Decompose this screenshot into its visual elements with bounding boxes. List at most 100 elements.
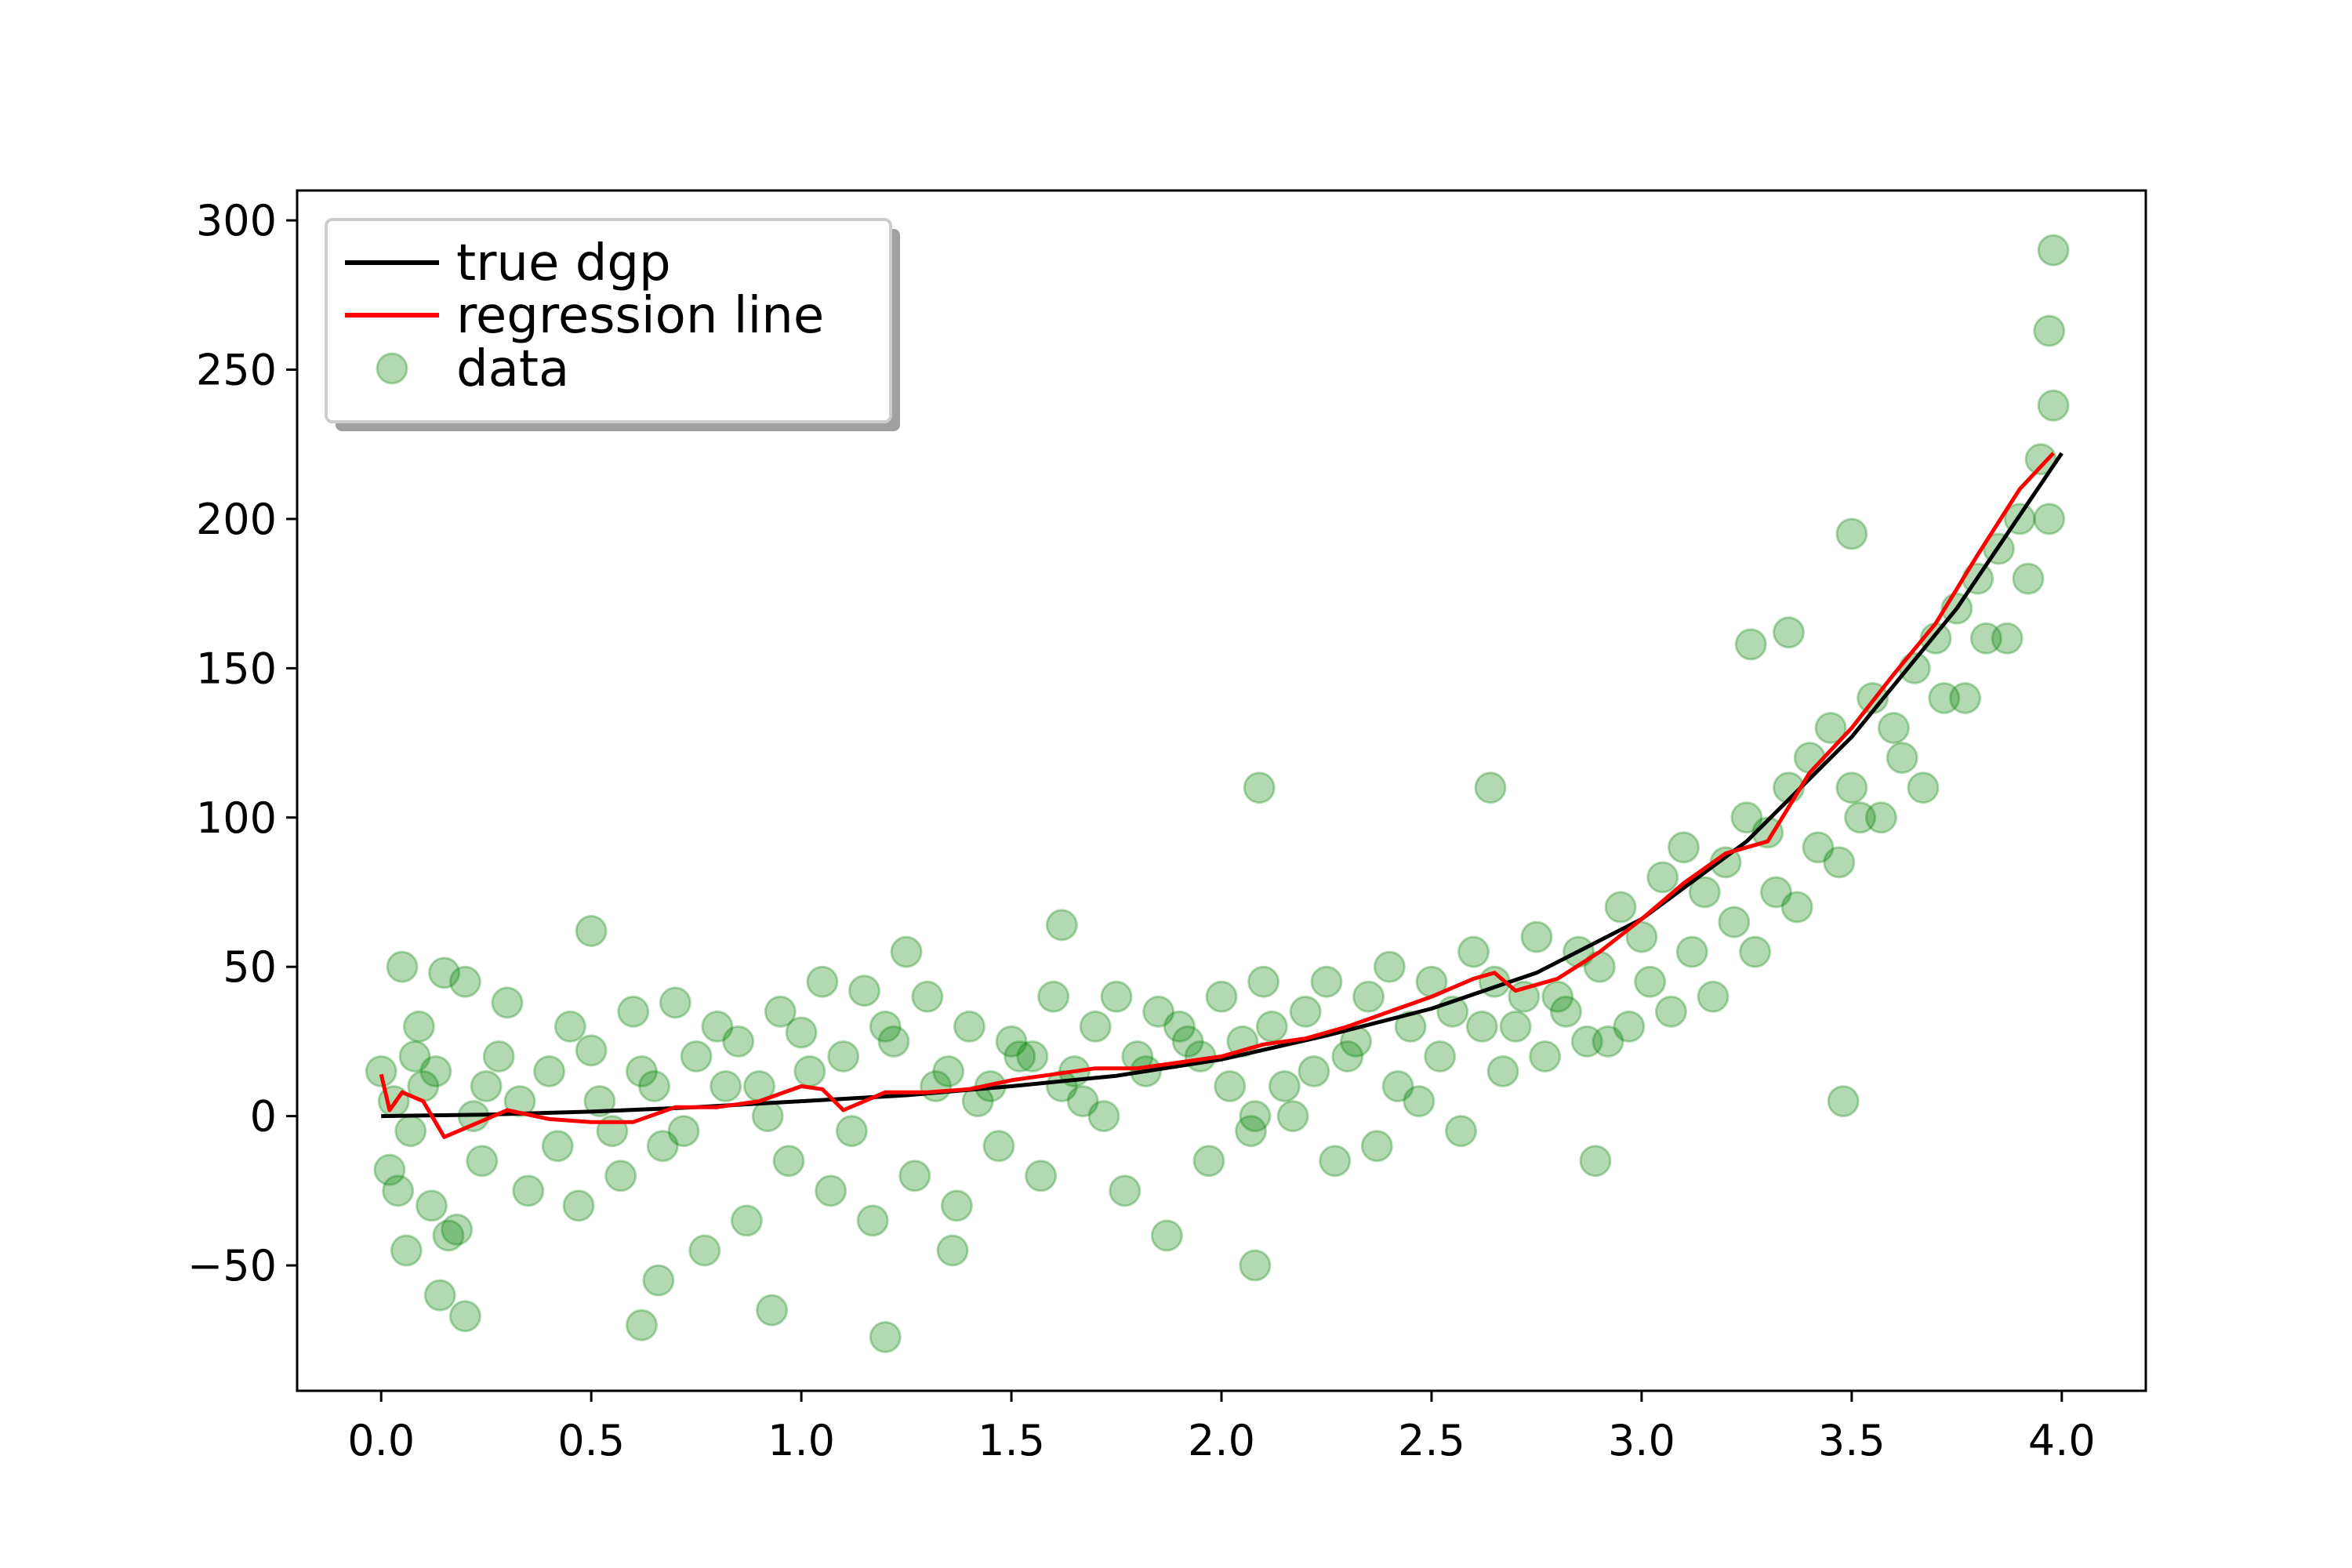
data-point bbox=[541, 1130, 574, 1163]
data-point bbox=[2033, 314, 2066, 347]
data-point bbox=[911, 980, 944, 1013]
data-point bbox=[1319, 1145, 1352, 1178]
x-axis: 0.0 0.5 1.0 1.5 2.0 2.5 3.0 3.5 4.0 bbox=[347, 1391, 2096, 1465]
data-point bbox=[1759, 876, 1792, 909]
data-point bbox=[1529, 1040, 1562, 1073]
data-point bbox=[1907, 771, 1940, 804]
data-point bbox=[575, 914, 608, 947]
data-point bbox=[562, 1189, 595, 1222]
x-tick-label: 3.5 bbox=[1818, 1416, 1886, 1465]
data-point bbox=[1499, 1010, 1532, 1043]
data-point bbox=[617, 995, 650, 1028]
y-tick-label: 100 bbox=[196, 793, 277, 843]
x-tick-label: 2.0 bbox=[1188, 1416, 1255, 1465]
data-point bbox=[827, 1040, 860, 1073]
data-point bbox=[482, 1040, 515, 1073]
y-tick-label: 150 bbox=[196, 644, 277, 693]
data-point bbox=[646, 1130, 679, 1163]
data-point bbox=[1730, 801, 1763, 834]
data-point bbox=[1613, 1010, 1646, 1043]
data-point bbox=[785, 1016, 818, 1049]
data-point bbox=[1100, 980, 1133, 1013]
data-point bbox=[1541, 980, 1574, 1013]
data-point bbox=[398, 1040, 431, 1073]
data-point bbox=[1243, 771, 1276, 804]
data-point bbox=[667, 1115, 700, 1148]
data-point bbox=[680, 1040, 713, 1073]
data-point bbox=[1604, 891, 1637, 924]
data-point bbox=[730, 1204, 763, 1237]
data-point bbox=[390, 1234, 423, 1267]
data-point bbox=[1549, 995, 1582, 1028]
data-point bbox=[751, 1100, 784, 1133]
data-point bbox=[365, 1054, 397, 1087]
data-point bbox=[1634, 965, 1667, 998]
data-point bbox=[1403, 1085, 1436, 1118]
data-point bbox=[1268, 1070, 1301, 1103]
data-point bbox=[1991, 622, 2024, 655]
data-point bbox=[877, 1025, 910, 1058]
data-point bbox=[1877, 712, 1910, 745]
data-point bbox=[764, 995, 797, 1028]
data-point bbox=[1739, 935, 1772, 968]
data-point bbox=[856, 1204, 889, 1237]
data-point bbox=[1087, 1100, 1120, 1133]
data-point bbox=[1255, 1010, 1288, 1043]
data-point bbox=[1668, 831, 1700, 864]
data-point bbox=[1646, 861, 1679, 894]
data-point bbox=[1835, 771, 1868, 804]
data-point bbox=[1751, 816, 1784, 849]
data-point bbox=[932, 1054, 965, 1087]
data-point bbox=[756, 1294, 789, 1327]
data-point bbox=[1969, 622, 2002, 655]
data-point bbox=[1037, 980, 1070, 1013]
data-point bbox=[419, 1054, 452, 1087]
data-point bbox=[1864, 801, 1897, 834]
data-point bbox=[575, 1034, 608, 1067]
data-point bbox=[1444, 1115, 1477, 1148]
data-point bbox=[940, 1189, 973, 1222]
data-point bbox=[722, 1025, 755, 1058]
data-point bbox=[448, 965, 481, 998]
y-tick-label: 0 bbox=[250, 1092, 277, 1142]
data-point bbox=[1163, 1010, 1196, 1043]
data-point bbox=[1520, 920, 1553, 953]
data-point bbox=[1928, 681, 1961, 714]
data-point bbox=[869, 1320, 902, 1353]
data-point bbox=[1298, 1054, 1330, 1087]
data-point bbox=[1457, 935, 1490, 968]
y-tick-label: 300 bbox=[196, 196, 277, 245]
data-point bbox=[848, 975, 880, 1007]
data-point bbox=[1109, 1174, 1142, 1207]
y-axis: −50 0 50 100 150 200 250 300 bbox=[187, 196, 297, 1290]
data-point bbox=[1360, 1130, 1393, 1163]
data-point bbox=[1310, 965, 1343, 998]
data-point bbox=[432, 1219, 465, 1252]
x-tick-label: 1.5 bbox=[978, 1416, 1045, 1465]
data-point bbox=[604, 1160, 637, 1192]
data-point bbox=[1079, 1010, 1112, 1043]
data-point bbox=[386, 950, 419, 983]
legend-box bbox=[325, 218, 892, 423]
data-point bbox=[448, 1300, 481, 1333]
data-point bbox=[1205, 980, 1238, 1013]
data-point bbox=[1675, 935, 1708, 968]
data-point bbox=[1373, 950, 1406, 983]
data-point bbox=[920, 1070, 953, 1103]
data-point bbox=[1016, 1040, 1049, 1073]
data-point bbox=[1688, 876, 1721, 909]
data-point bbox=[1823, 846, 1856, 879]
data-point bbox=[2033, 503, 2066, 535]
data-point bbox=[554, 1010, 586, 1043]
data-point bbox=[642, 1264, 675, 1297]
data-point bbox=[1247, 965, 1280, 998]
data-point bbox=[491, 986, 524, 1019]
data-point bbox=[659, 986, 691, 1019]
data-point bbox=[772, 1145, 805, 1178]
data-point bbox=[1331, 1040, 1364, 1073]
data-point bbox=[638, 1070, 671, 1103]
data-point bbox=[1697, 980, 1730, 1013]
legend-label-data: data bbox=[456, 340, 569, 398]
data-point bbox=[533, 1054, 566, 1087]
legend-label-true-dgp: true dgp bbox=[456, 234, 671, 292]
